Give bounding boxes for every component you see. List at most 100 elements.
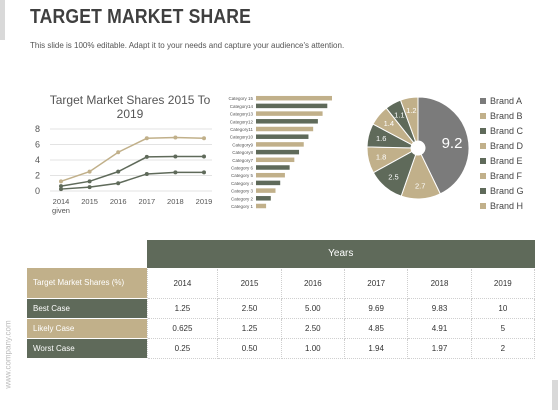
legend-label: Brand B (490, 110, 523, 121)
data-point (173, 135, 178, 140)
table-cell: 1.97 (407, 338, 472, 359)
y-tick-label: 4 (35, 155, 40, 165)
table-cell: 0.25 (147, 338, 219, 359)
row-label-likely-case: Likely Case (27, 318, 148, 339)
data-point (202, 154, 206, 159)
bar-category-label: Category7 (232, 158, 253, 163)
x-tick-label-extra: given (52, 206, 70, 215)
table-cell: 5 (471, 318, 536, 339)
data-point (59, 187, 63, 192)
data-point (173, 170, 178, 175)
table-cell: 10 (471, 298, 536, 319)
bar (256, 196, 271, 201)
series-line (60, 155, 204, 187)
legend-item: Brand C (480, 123, 524, 138)
year-header: 2014 (147, 268, 219, 299)
table-row: Likely Case 0.625 1.25 2.50 4.85 4.91 5 (27, 318, 536, 339)
legend-item: Brand A (480, 93, 524, 108)
legend-label: Brand A (490, 95, 523, 106)
bar-category-label: Category 5 (231, 173, 254, 178)
table-corner (27, 240, 147, 268)
corner-decoration-bottom (552, 380, 558, 410)
donut-legend: Brand A Brand B Brand C Brand D Brand E Brand… (480, 93, 524, 213)
bar (256, 95, 332, 101)
data-point (144, 171, 149, 176)
bar (256, 172, 285, 178)
legend-label: Brand G (490, 185, 524, 196)
bar-category-label: Category 4 (231, 181, 254, 186)
y-tick-label: 2 (35, 171, 40, 181)
bar (256, 103, 328, 109)
bar (256, 157, 295, 163)
legend-swatch (480, 112, 486, 119)
y-tick-label: 0 (35, 186, 40, 196)
table-cell: 9.83 (407, 298, 472, 319)
y-tick-label: 6 (35, 140, 40, 150)
data-point (87, 169, 92, 174)
x-tick-label: 2017 (138, 197, 155, 206)
table-row: Best Case 1.25 2.50 5.00 9.69 9.83 10 (27, 298, 536, 319)
table-cell: 0.50 (217, 338, 282, 359)
year-header: 2015 (217, 268, 282, 299)
data-point (202, 136, 206, 141)
data-point (173, 154, 178, 159)
bar-category-label: Category9 (232, 142, 253, 147)
bar (256, 180, 281, 186)
table-cell: 9.69 (344, 298, 409, 319)
year-header: 2019 (471, 268, 536, 299)
table-cell: 1.94 (344, 338, 409, 359)
data-point (116, 169, 121, 174)
bar (256, 165, 290, 170)
legend-swatch (480, 202, 486, 209)
table-cell: 5.00 (281, 298, 346, 319)
legend-item: Brand F (480, 168, 524, 183)
bar-category-label: Category14 (230, 104, 254, 109)
year-header: 2018 (407, 268, 472, 299)
bar-category-label: Category 6 (231, 166, 254, 171)
table-cell: 1.25 (147, 298, 219, 319)
legend-swatch (480, 187, 486, 194)
data-point (116, 150, 121, 155)
slide-subtitle: This slide is 100% editable. Adapt it to… (30, 41, 345, 50)
row-header-label: Target Market Shares (%) (27, 268, 148, 299)
table-cell: 2.50 (217, 298, 282, 319)
series-line (60, 136, 205, 183)
table-cell: 1.25 (217, 318, 282, 339)
bar (256, 119, 318, 124)
bar-category-label: Category 1 (231, 204, 254, 209)
pie-slice (417, 96, 470, 195)
legend-label: Brand F (490, 170, 523, 181)
legend-label: Brand D (490, 140, 524, 151)
slice-label: 2.5 (388, 173, 398, 182)
data-point (116, 181, 121, 186)
slice-label: 1.4 (384, 119, 394, 128)
table-cell: 2 (471, 338, 536, 359)
table-cell: 2.50 (281, 318, 346, 339)
bar-category-label: Category 2 (231, 196, 254, 201)
slice-label: 1.6 (376, 134, 386, 143)
table-cell: 4.91 (407, 318, 472, 339)
bar (256, 149, 300, 155)
table-cell: 4.85 (344, 318, 409, 339)
table-row: Worst Case 0.25 0.50 1.00 1.94 1.97 2 (27, 338, 536, 359)
table-cell: 1.00 (281, 338, 346, 359)
series-line (60, 171, 204, 190)
table-cell: 0.625 (147, 318, 219, 339)
legend-label: Brand H (490, 200, 524, 211)
bar (256, 203, 267, 209)
y-tick-label: 8 (35, 124, 40, 134)
bar-category-label: Category 15 (228, 96, 253, 101)
legend-item: Brand B (480, 108, 524, 123)
legend-swatch (480, 97, 486, 104)
x-tick-label: 2018 (167, 197, 184, 206)
x-tick-label: 2016 (110, 197, 127, 206)
table-header-row: Target Market Shares (%) 2014 2015 2016 … (27, 268, 536, 299)
data-point (59, 179, 63, 184)
legend-label: Brand C (490, 125, 524, 136)
bar-category-label: Category10 (230, 135, 254, 140)
line-chart-title: Target Market Shares 2015 To 2019 (49, 93, 211, 121)
data-point (87, 185, 92, 190)
